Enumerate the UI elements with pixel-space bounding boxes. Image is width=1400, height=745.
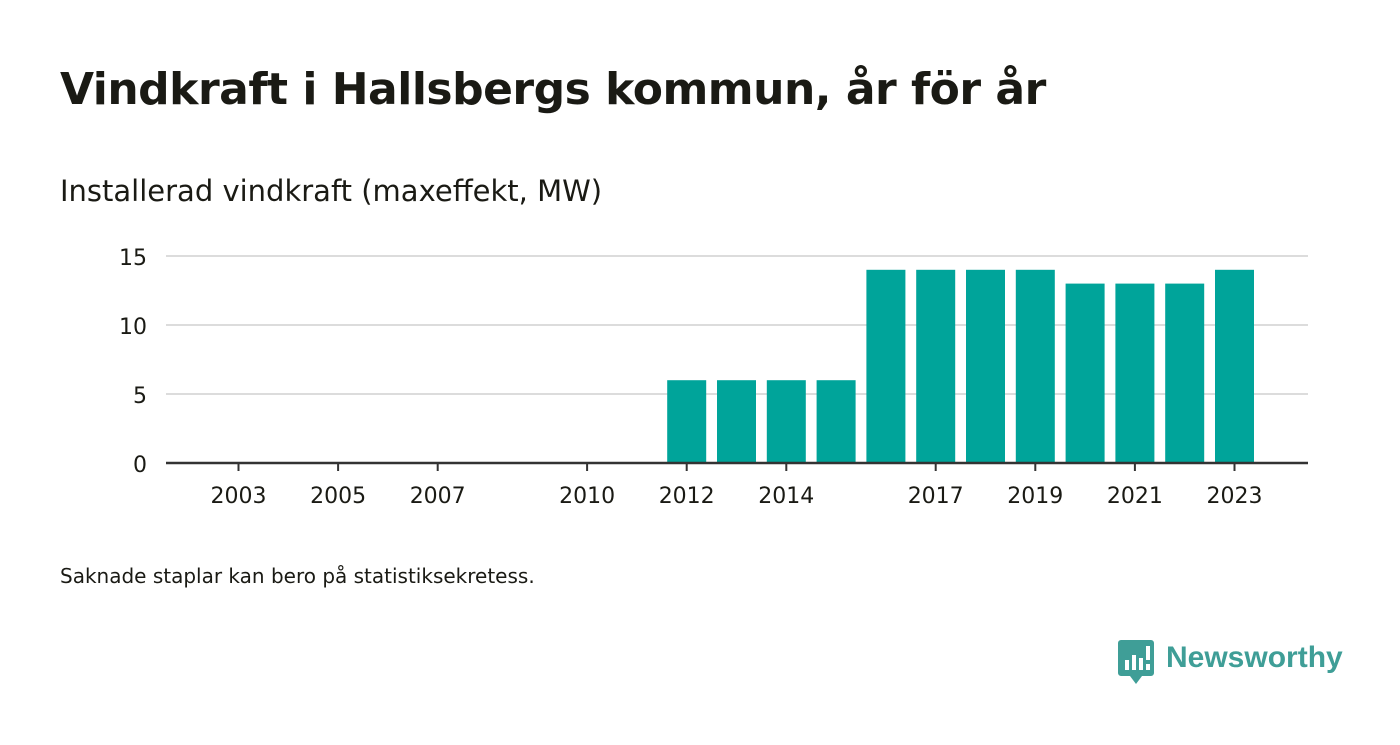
x-tick-label: 2003 — [211, 484, 267, 509]
bar — [1165, 284, 1204, 463]
bar — [866, 270, 905, 463]
bar — [966, 270, 1005, 463]
x-tick-label: 2021 — [1107, 484, 1163, 509]
footnote: Saknade staplar kan bero på statistiksek… — [60, 562, 535, 590]
bar — [1066, 284, 1105, 463]
bar — [1215, 270, 1254, 463]
x-tick-label: 2010 — [559, 484, 615, 509]
x-tick-label: 2023 — [1207, 484, 1263, 509]
bar-chart: 0 5 10 15 2003 2005 2007 2010 2012 2014 2017 2019 20… — [0, 0, 1400, 560]
bar — [817, 380, 856, 463]
brand-name: Newsworthy — [1166, 640, 1343, 676]
y-tick-label: 5 — [133, 384, 147, 409]
bar — [1016, 270, 1055, 463]
bar — [717, 380, 756, 463]
bar — [667, 380, 706, 463]
y-tick-label: 10 — [119, 315, 147, 340]
bar — [767, 380, 806, 463]
x-tick-label: 2007 — [410, 484, 466, 509]
x-tick-label: 2019 — [1007, 484, 1063, 509]
x-tick-label: 2017 — [908, 484, 964, 509]
brand-logo[interactable]: Newsworthy — [1118, 640, 1343, 686]
y-tick-label: 15 — [119, 246, 147, 271]
newsworthy-logo-icon — [1118, 640, 1154, 684]
y-tick-label: 0 — [133, 453, 147, 478]
x-tick-label: 2014 — [758, 484, 814, 509]
x-tick-label: 2005 — [310, 484, 366, 509]
x-tick-label: 2012 — [659, 484, 715, 509]
bar — [916, 270, 955, 463]
bar — [1115, 284, 1154, 463]
